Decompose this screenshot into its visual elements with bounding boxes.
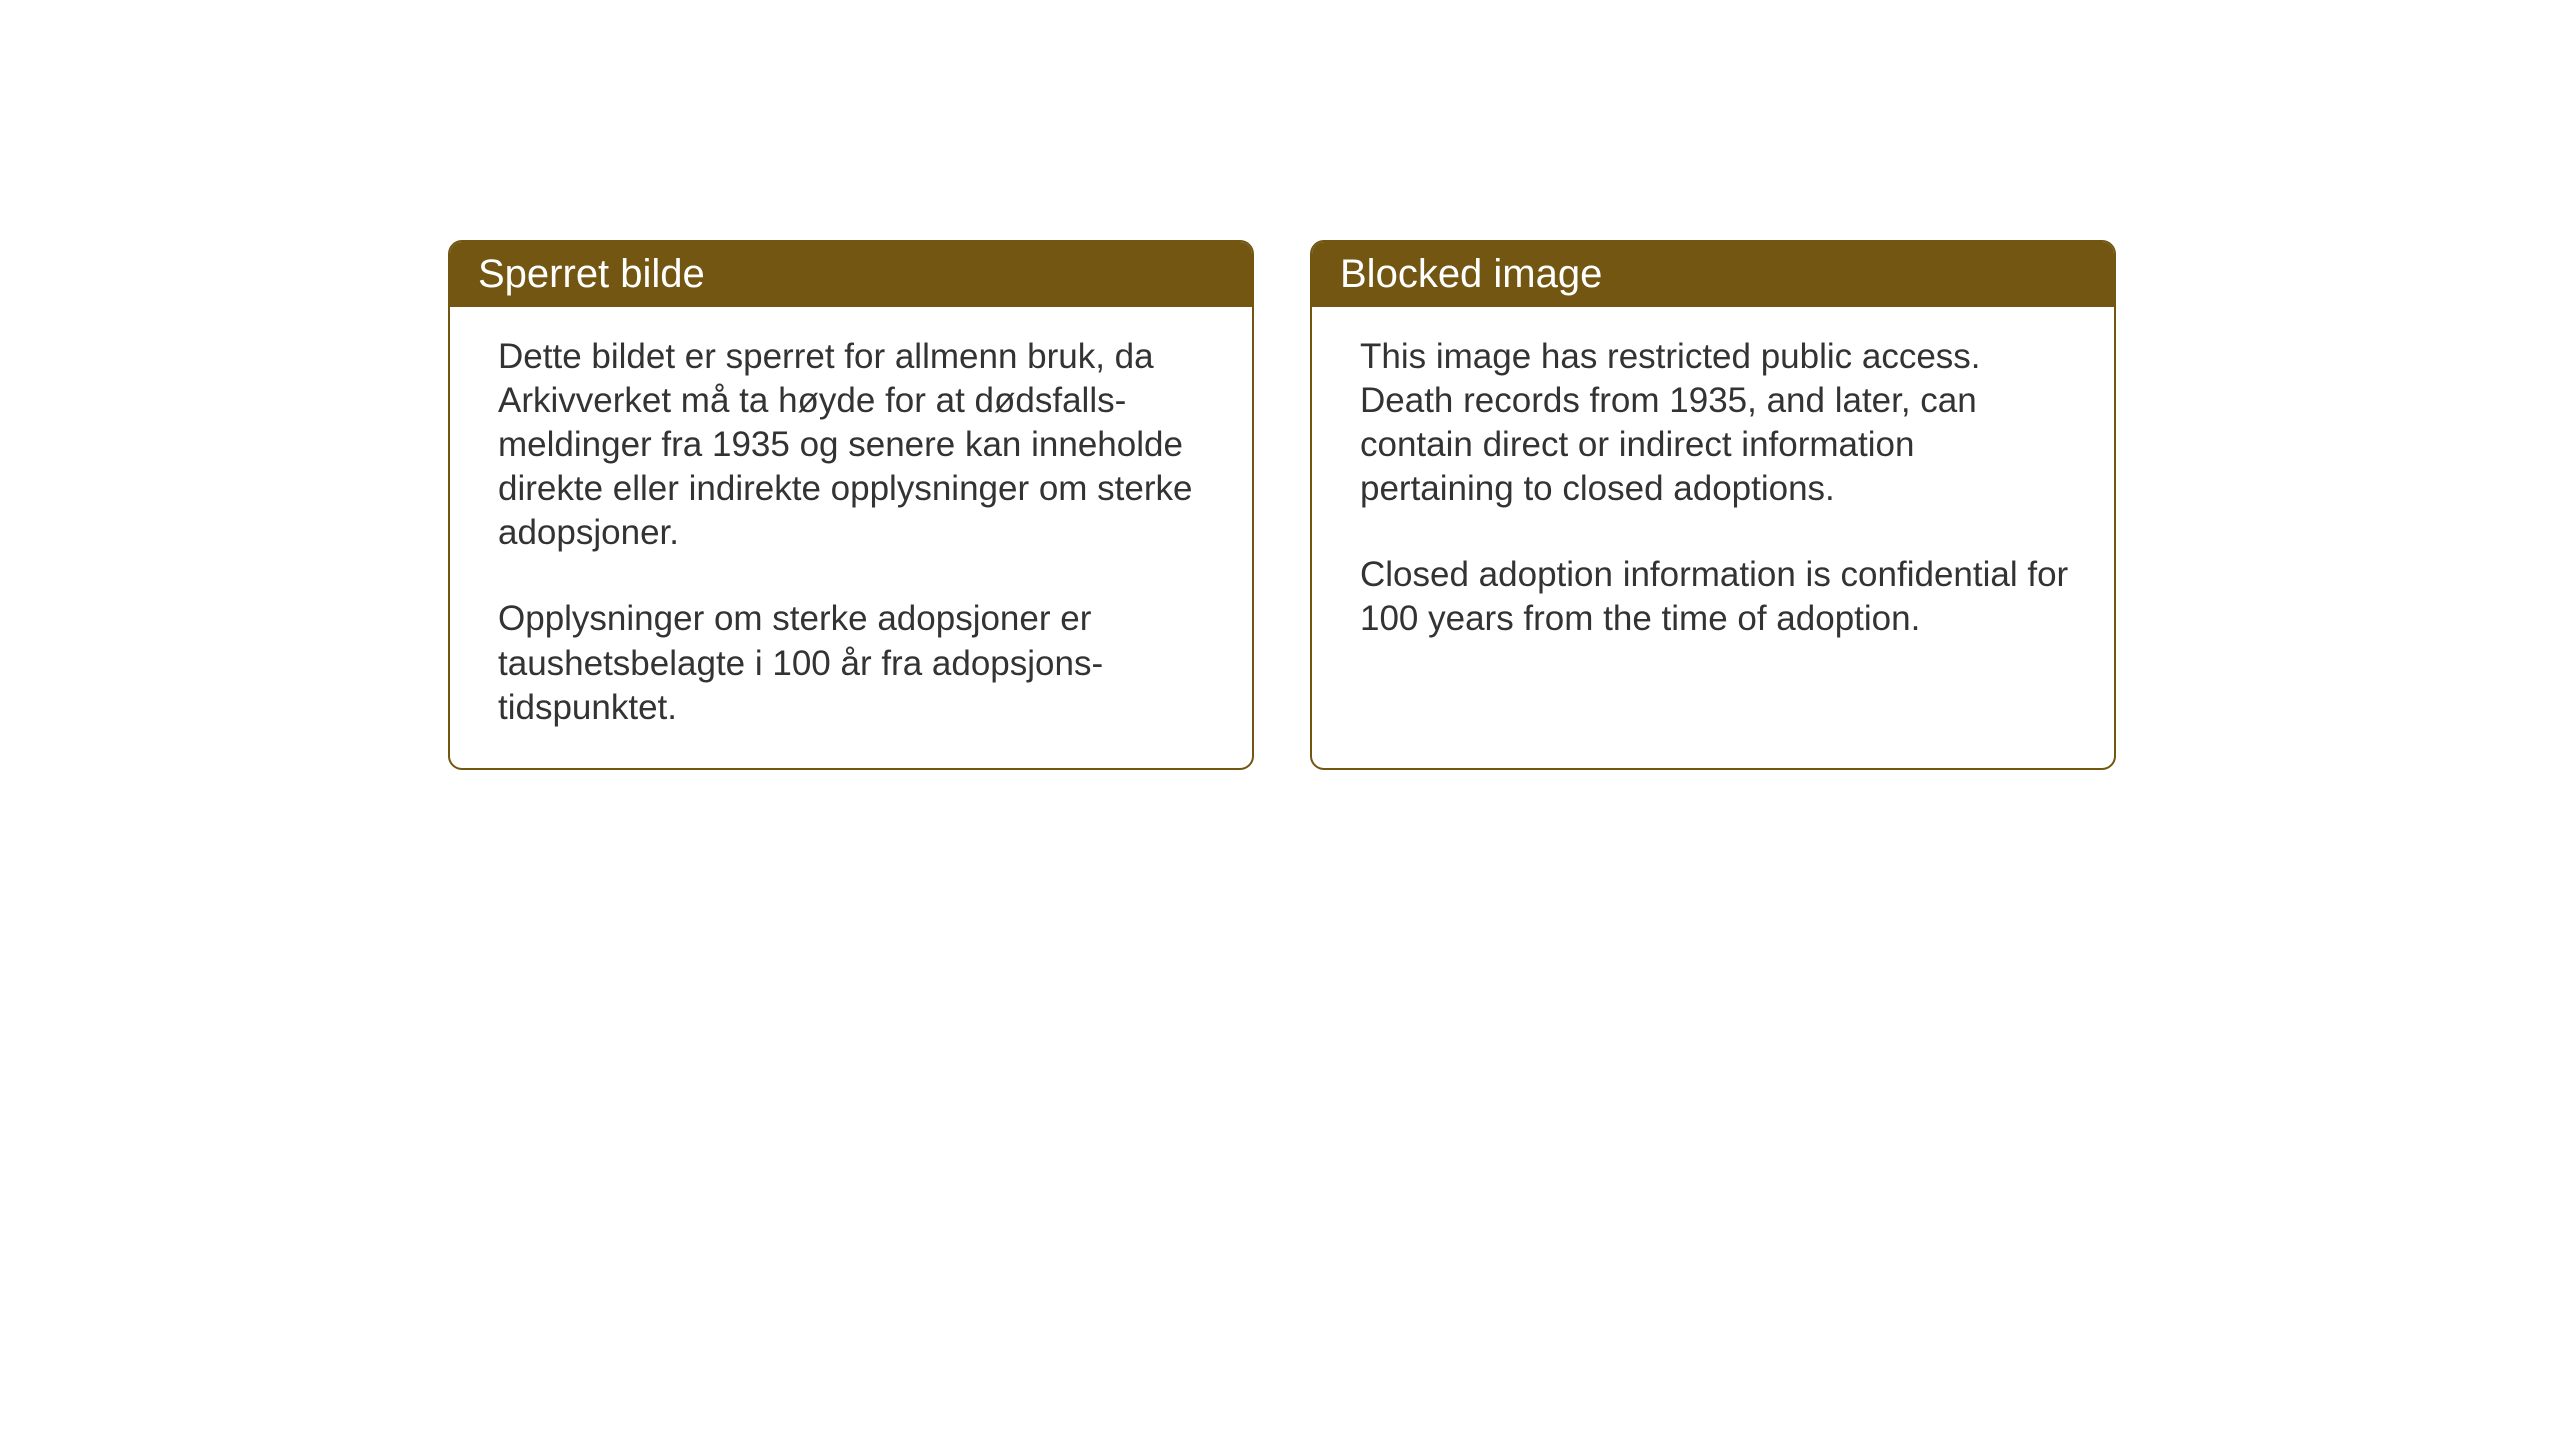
card-body-english: This image has restricted public access.… — [1312, 307, 2114, 680]
card-english: Blocked image This image has restricted … — [1310, 240, 2116, 770]
card-paragraph-1-english: This image has restricted public access.… — [1360, 335, 2072, 511]
card-norwegian: Sperret bilde Dette bildet er sperret fo… — [448, 240, 1254, 770]
card-header-norwegian: Sperret bilde — [450, 242, 1252, 307]
card-header-english: Blocked image — [1312, 242, 2114, 307]
card-body-norwegian: Dette bildet er sperret for allmenn bruk… — [450, 307, 1252, 768]
card-paragraph-1-norwegian: Dette bildet er sperret for allmenn bruk… — [498, 335, 1210, 555]
card-paragraph-2-norwegian: Opplysninger om sterke adopsjoner er tau… — [498, 597, 1210, 729]
cards-container: Sperret bilde Dette bildet er sperret fo… — [448, 240, 2116, 770]
card-paragraph-2-english: Closed adoption information is confident… — [1360, 553, 2072, 641]
